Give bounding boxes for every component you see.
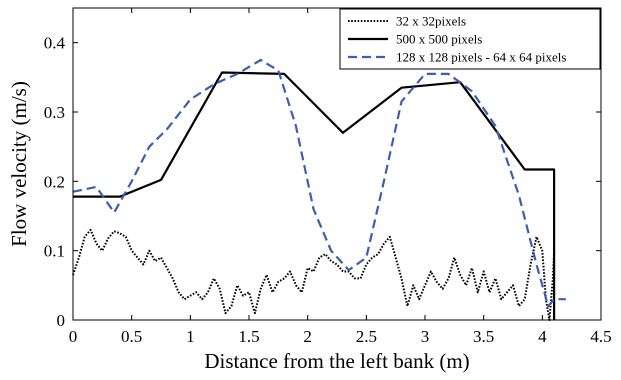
y-tick-label: 0.1 bbox=[44, 242, 65, 261]
plot-frame bbox=[72, 7, 602, 321]
x-tick-label: 0 bbox=[69, 327, 78, 346]
series-layer bbox=[72, 58, 566, 321]
legend-label-1: 32 x 32pixels bbox=[396, 14, 466, 29]
legend: 32 x 32pixels 500 x 500 pixels 128 x 128 p… bbox=[339, 8, 601, 70]
x-tick-label: 2.5 bbox=[356, 327, 377, 346]
series-line-2 bbox=[73, 71, 556, 320]
series-line-1 bbox=[72, 228, 556, 321]
legend-label-3: 128 x 128 pixels - 64 x 64 pixels bbox=[396, 50, 566, 65]
x-tick-label: 3 bbox=[421, 327, 430, 346]
y-axis-label: Flow velocity (m/s) bbox=[7, 81, 31, 247]
x-tick-label: 2 bbox=[303, 327, 312, 346]
legend-label-2: 500 x 500 pixels bbox=[396, 32, 482, 47]
y-tick-label: 0 bbox=[57, 311, 66, 330]
y-tick-label: 0.4 bbox=[44, 34, 66, 53]
x-tick-label: 4.5 bbox=[590, 327, 611, 346]
y-tick-label: 0.2 bbox=[44, 172, 65, 191]
y-tick-label: 0.3 bbox=[44, 103, 65, 122]
series-line-3 bbox=[72, 58, 566, 308]
x-tick-label: 0.5 bbox=[121, 327, 142, 346]
tick-layer: 0 0.5 1 1.5 2 2.5 3 3.5 4 4.5 0 0.1 0.2 0.3 0.4 bbox=[44, 8, 612, 346]
x-axis-label: Distance from the left bank (m) bbox=[204, 349, 469, 373]
x-tick-label: 1 bbox=[186, 327, 195, 346]
x-tick-label: 1.5 bbox=[238, 327, 259, 346]
x-tick-label: 3.5 bbox=[473, 327, 494, 346]
x-tick-label: 4 bbox=[538, 327, 547, 346]
